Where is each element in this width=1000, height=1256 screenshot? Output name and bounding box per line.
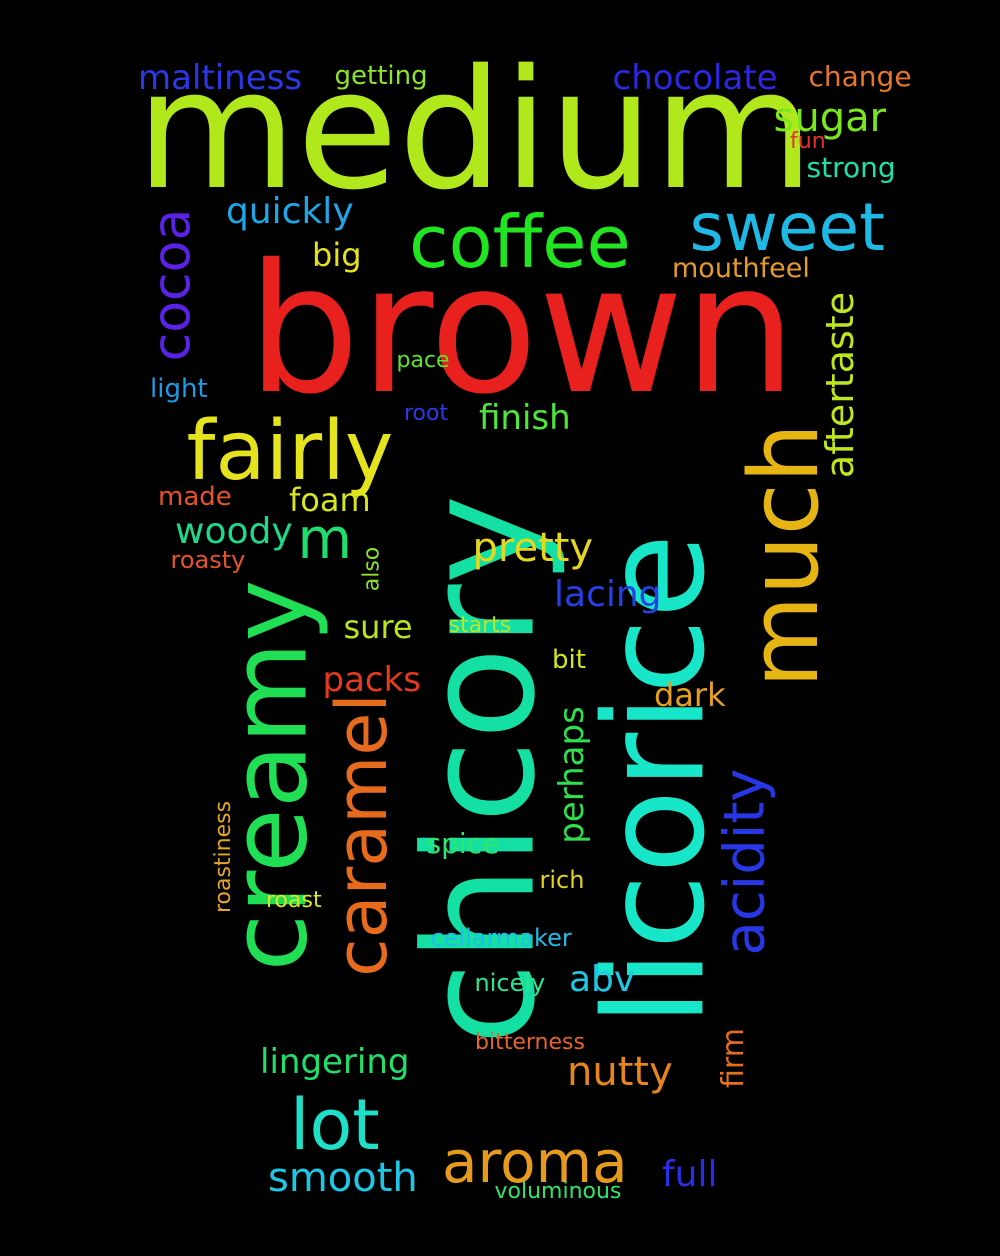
word-roast: roast <box>266 888 322 913</box>
word-m: m <box>297 507 353 572</box>
word-nicely: nicely <box>474 969 546 997</box>
word-dark: dark <box>654 676 726 714</box>
word-pretty: pretty <box>472 525 594 571</box>
word-roastiness: roastiness <box>211 800 237 914</box>
word-coffee: coffee <box>409 200 631 284</box>
word-starts: starts <box>448 613 512 638</box>
word-bit: bit <box>552 645 586 675</box>
word-acidity: acidity <box>711 768 777 956</box>
word-also: also <box>358 546 384 592</box>
word-foam: foam <box>289 481 371 519</box>
word-aftertaste: aftertaste <box>818 291 863 479</box>
word-change: change <box>808 60 912 93</box>
word-brown: brown <box>247 226 797 433</box>
word-root: root <box>404 401 449 426</box>
word-sugar: sugar <box>773 95 887 141</box>
word-bitterness: bitterness <box>475 1030 585 1055</box>
word-spice: spice <box>426 827 500 860</box>
word-fun: fun <box>790 129 826 154</box>
word-roasty: roasty <box>170 546 246 574</box>
word-big: big <box>312 236 362 274</box>
word-caramel: caramel <box>320 693 403 977</box>
word-firm: firm <box>715 1028 751 1088</box>
word-cellarmaker: cellarmaker <box>430 924 572 952</box>
word-lingering: lingering <box>260 1042 410 1082</box>
word-chicory: chicory <box>391 494 569 1046</box>
word-packs: packs <box>322 660 422 700</box>
word-sure: sure <box>343 608 413 646</box>
word-pace: pace <box>396 348 450 373</box>
word-mouthfeel: mouthfeel <box>672 252 810 284</box>
word-voluminous: voluminous <box>494 1179 622 1204</box>
word-rich: rich <box>539 866 585 894</box>
word-perhaps: perhaps <box>551 706 592 844</box>
word-finish: finish <box>479 398 571 438</box>
word-light: light <box>150 374 208 404</box>
word-quickly: quickly <box>226 191 354 232</box>
word-woody: woody <box>175 511 293 552</box>
word-smooth: smooth <box>268 1155 418 1201</box>
word-cocoa: cocoa <box>141 208 202 362</box>
word-chocolate: chocolate <box>612 58 778 98</box>
word-fairly: fairly <box>186 404 394 499</box>
word-maltiness: maltiness <box>138 58 303 98</box>
word-made: made <box>158 482 232 512</box>
word-nutty: nutty <box>567 1049 673 1095</box>
word-full: full <box>662 1154 718 1195</box>
word-aroma: aroma <box>442 1128 628 1196</box>
word-sweet: sweet <box>689 189 885 266</box>
word-lacing: lacing <box>554 574 662 615</box>
word-strong: strong <box>806 151 896 184</box>
word-medium: medium <box>136 33 815 226</box>
word-abv: abv <box>569 959 636 1000</box>
word-lot: lot <box>290 1084 380 1166</box>
word-getting: getting <box>334 61 428 91</box>
